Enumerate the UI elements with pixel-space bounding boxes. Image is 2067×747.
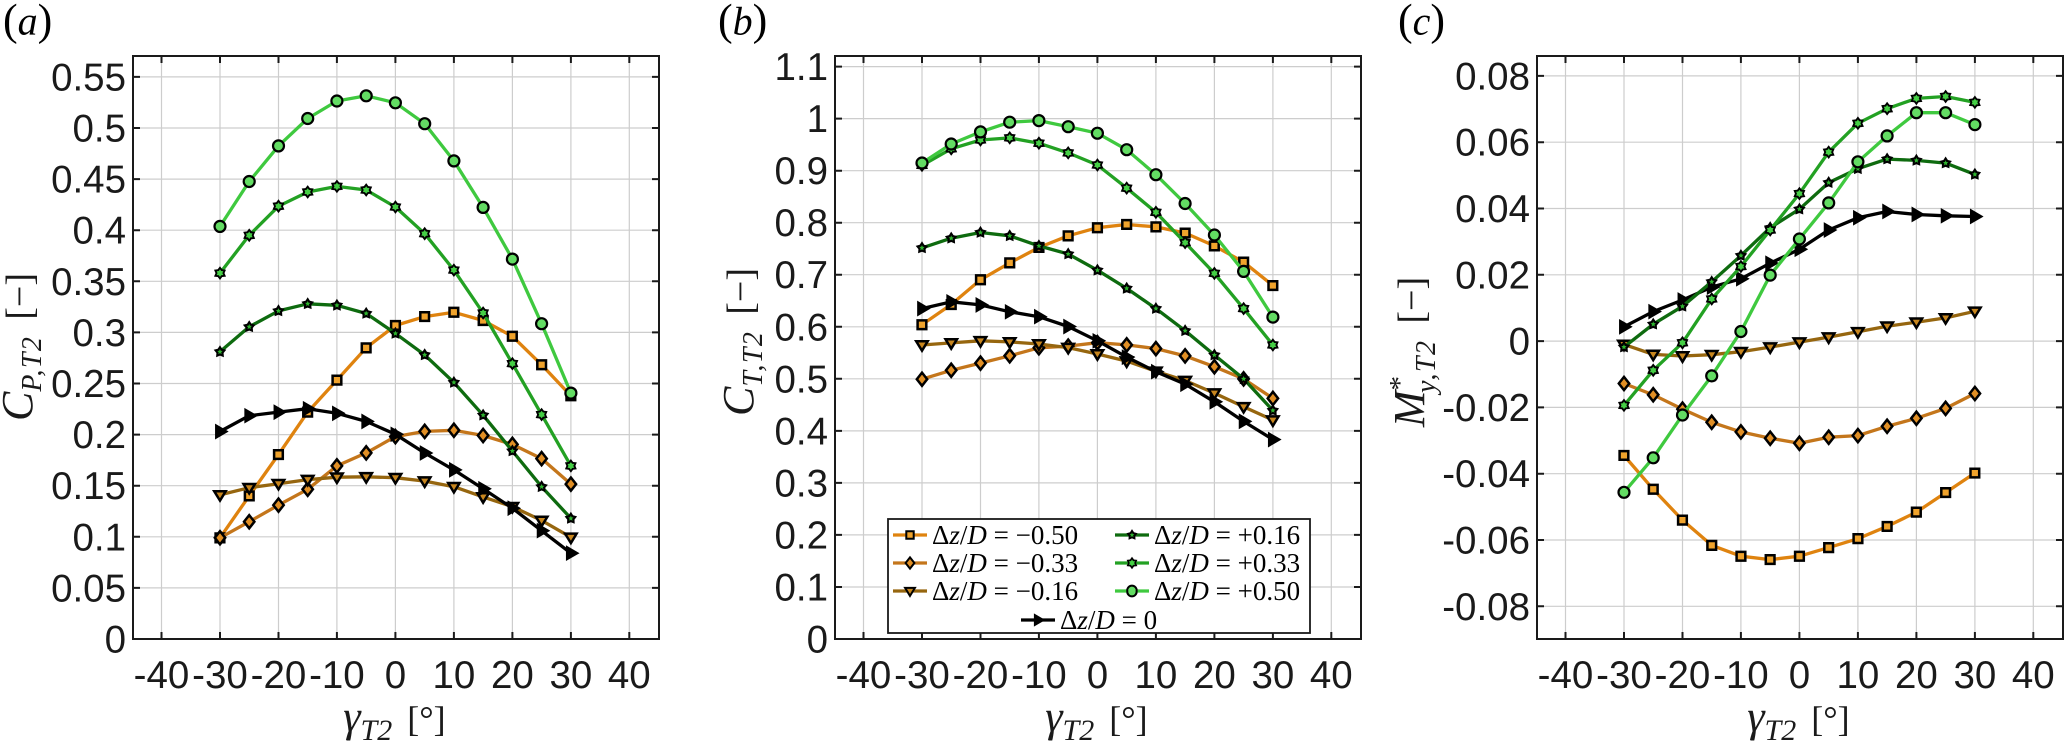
svg-text:-10: -10 bbox=[1713, 654, 1769, 697]
svg-text:0.5: 0.5 bbox=[774, 358, 828, 401]
svg-text:0: 0 bbox=[385, 654, 406, 697]
svg-text:0.3: 0.3 bbox=[774, 462, 828, 505]
svg-text:-40: -40 bbox=[1538, 654, 1594, 697]
svg-text:Δz/D = −0.16: Δz/D = −0.16 bbox=[932, 576, 1078, 606]
svg-text:-40: -40 bbox=[836, 654, 892, 697]
svg-text:Δz/D = 0: Δz/D = 0 bbox=[1060, 605, 1157, 635]
svg-text:30: 30 bbox=[1953, 654, 1996, 697]
svg-text:30: 30 bbox=[549, 654, 592, 697]
svg-text:0.4: 0.4 bbox=[774, 410, 828, 453]
svg-text:-30: -30 bbox=[894, 654, 950, 697]
svg-text:M*y,T2 [−]: M*y,T2 [−] bbox=[1384, 277, 1442, 428]
svg-text:-30: -30 bbox=[192, 654, 248, 697]
svg-text:0.08: 0.08 bbox=[1455, 55, 1530, 98]
svg-text:-20: -20 bbox=[1655, 654, 1711, 697]
svg-text:0.04: 0.04 bbox=[1455, 188, 1530, 231]
svg-text:(a): (a) bbox=[3, 0, 52, 45]
svg-text:0.55: 0.55 bbox=[51, 56, 126, 99]
svg-text:(c): (c) bbox=[1398, 0, 1445, 45]
svg-text:0: 0 bbox=[105, 619, 126, 662]
svg-text:0.2: 0.2 bbox=[72, 414, 126, 457]
svg-text:0: 0 bbox=[1087, 654, 1108, 697]
svg-text:0.05: 0.05 bbox=[51, 567, 126, 610]
svg-text:γT2 [°]: γT2 [°] bbox=[1747, 692, 1849, 742]
svg-text:10: 10 bbox=[432, 654, 475, 697]
svg-text:40: 40 bbox=[2012, 654, 2055, 697]
svg-text:40: 40 bbox=[1310, 654, 1353, 697]
svg-text:γT2 [°]: γT2 [°] bbox=[343, 692, 445, 742]
svg-text:0.7: 0.7 bbox=[774, 254, 828, 297]
svg-text:-0.04: -0.04 bbox=[1442, 453, 1530, 496]
svg-text:-20: -20 bbox=[251, 654, 307, 697]
svg-text:0.1: 0.1 bbox=[774, 567, 828, 610]
svg-text:0.02: 0.02 bbox=[1455, 254, 1530, 297]
svg-text:10: 10 bbox=[1134, 654, 1177, 697]
svg-text:0.6: 0.6 bbox=[774, 306, 828, 349]
svg-text:Δz/D = +0.16: Δz/D = +0.16 bbox=[1154, 520, 1300, 550]
svg-text:0.25: 0.25 bbox=[51, 363, 126, 406]
svg-text:0.5: 0.5 bbox=[72, 108, 126, 151]
svg-text:Δz/D = −0.50: Δz/D = −0.50 bbox=[932, 520, 1078, 550]
svg-text:-40: -40 bbox=[134, 654, 190, 697]
svg-text:-20: -20 bbox=[953, 654, 1009, 697]
svg-text:0.4: 0.4 bbox=[72, 210, 126, 253]
svg-text:-10: -10 bbox=[1011, 654, 1067, 697]
svg-text:20: 20 bbox=[1895, 654, 1938, 697]
svg-text:Δz/D = +0.33: Δz/D = +0.33 bbox=[1154, 548, 1300, 578]
svg-text:0.45: 0.45 bbox=[51, 159, 126, 202]
svg-text:-0.08: -0.08 bbox=[1442, 586, 1530, 629]
svg-text:0.15: 0.15 bbox=[51, 465, 126, 508]
svg-text:30: 30 bbox=[1251, 654, 1294, 697]
svg-text:Δz/D = +0.50: Δz/D = +0.50 bbox=[1154, 576, 1300, 606]
svg-text:1: 1 bbox=[807, 98, 828, 141]
svg-text:0.1: 0.1 bbox=[72, 516, 126, 559]
svg-text:20: 20 bbox=[491, 654, 534, 697]
svg-text:40: 40 bbox=[608, 654, 651, 697]
svg-text:0.2: 0.2 bbox=[774, 514, 828, 557]
svg-text:-10: -10 bbox=[309, 654, 365, 697]
svg-text:Δz/D = −0.33: Δz/D = −0.33 bbox=[932, 548, 1078, 578]
svg-text:0.9: 0.9 bbox=[774, 150, 828, 193]
svg-text:CT,T2 [−]: CT,T2 [−] bbox=[714, 268, 769, 416]
svg-text:0.3: 0.3 bbox=[72, 312, 126, 355]
svg-text:20: 20 bbox=[1193, 654, 1236, 697]
svg-text:10: 10 bbox=[1836, 654, 1879, 697]
svg-text:0.8: 0.8 bbox=[774, 202, 828, 245]
svg-text:0.06: 0.06 bbox=[1455, 122, 1530, 165]
svg-text:(b): (b) bbox=[718, 0, 767, 45]
svg-text:1.1: 1.1 bbox=[774, 46, 828, 89]
svg-text:-0.06: -0.06 bbox=[1442, 520, 1530, 563]
svg-text:0: 0 bbox=[1789, 654, 1810, 697]
svg-text:-0.02: -0.02 bbox=[1442, 387, 1530, 430]
svg-text:0: 0 bbox=[1509, 321, 1530, 364]
svg-text:-30: -30 bbox=[1596, 654, 1652, 697]
svg-text:0: 0 bbox=[807, 619, 828, 662]
svg-text:0.35: 0.35 bbox=[51, 261, 126, 304]
svg-text:γT2 [°]: γT2 [°] bbox=[1045, 692, 1147, 742]
svg-text:CP,T2 [−]: CP,T2 [−] bbox=[0, 273, 48, 421]
